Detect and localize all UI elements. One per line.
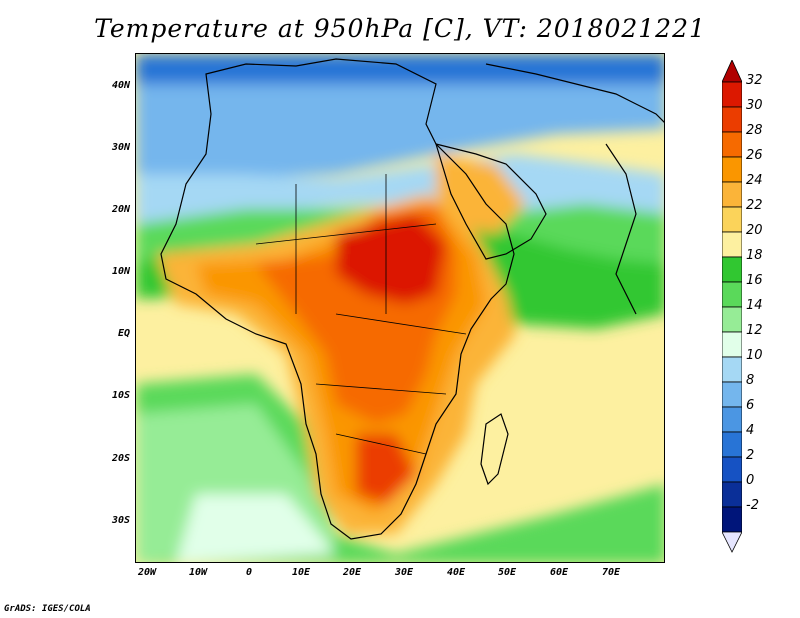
colorbar-label: 22 — [746, 198, 763, 213]
colorbar-label: 10 — [746, 348, 763, 363]
colorbar-label: 0 — [746, 473, 755, 488]
colorbar-swatch — [721, 181, 743, 208]
colorbar-label: -2 — [746, 498, 759, 513]
colorbar-swatch — [721, 331, 743, 358]
colorbar-label: 18 — [746, 248, 763, 263]
lon-label: 40E — [446, 567, 466, 578]
lon-label: 10E — [291, 567, 311, 578]
lat-label: 20N — [111, 204, 130, 215]
colorbar-label: 30 — [746, 98, 763, 113]
country-borders — [255, 174, 467, 455]
colorbar-swatch — [721, 506, 743, 533]
south-pale — [176, 494, 336, 562]
colorbar-swatch — [721, 306, 743, 333]
colorbar-swatch — [721, 456, 743, 483]
colorbar-min-arrow — [721, 531, 743, 553]
colorbar-swatch — [721, 131, 743, 158]
arabia-warm — [436, 154, 526, 234]
colorbar-swatch — [721, 481, 743, 508]
colorbar-swatches — [721, 59, 743, 553]
lon-label: 70E — [601, 567, 621, 578]
lon-label: 20W — [137, 567, 157, 578]
lat-label: EQ — [117, 328, 130, 339]
lat-label: 30S — [111, 515, 130, 526]
lat-label: 30N — [111, 142, 130, 153]
grads-credit: GrADS: IGES/COLA — [4, 604, 91, 614]
hottest-core — [336, 214, 446, 304]
arabia-outline — [435, 143, 547, 260]
asia-coast — [485, 63, 664, 123]
colorbar — [721, 59, 743, 564]
colorbar-swatch — [721, 206, 743, 233]
lon-label: 30E — [394, 567, 414, 578]
map-canvas — [136, 54, 664, 562]
colorbar-label: 16 — [746, 273, 763, 288]
lat-label: 40N — [111, 80, 130, 91]
lon-label: 50E — [497, 567, 517, 578]
colorbar-swatch — [721, 231, 743, 258]
colorbar-label: 32 — [746, 73, 763, 88]
colorbar-swatch — [721, 356, 743, 383]
temperature-map — [135, 53, 665, 563]
colorbar-swatch — [721, 156, 743, 183]
colorbar-swatch — [721, 106, 743, 133]
colorbar-label: 4 — [746, 423, 755, 438]
lat-label: 10S — [111, 390, 130, 401]
map-title: Temperature at 950hPa [C], VT: 201802122… — [94, 14, 706, 43]
colorbar-label: 20 — [746, 223, 763, 238]
cool-band — [136, 84, 664, 189]
colorbar-swatch — [721, 406, 743, 433]
colorbar-swatch — [721, 431, 743, 458]
south-hot — [356, 434, 416, 504]
lon-label: 20E — [342, 567, 362, 578]
africa-outline — [160, 58, 515, 540]
lat-label: 10N — [111, 266, 130, 277]
colorbar-label: 12 — [746, 323, 763, 338]
colorbar-swatch — [721, 381, 743, 408]
colorbar-label: 26 — [746, 148, 763, 163]
madagascar-outline — [480, 413, 509, 486]
colorbar-label: 2 — [746, 448, 755, 463]
lat-label: 20S — [111, 453, 130, 464]
cool-band-2 — [136, 154, 664, 244]
coastlines — [160, 58, 664, 540]
lon-label: 60E — [549, 567, 569, 578]
colorbar-max-arrow — [721, 59, 743, 83]
colorbar-swatch — [721, 256, 743, 283]
lon-label: 0 — [245, 567, 253, 578]
colorbar-swatch — [721, 281, 743, 308]
colorbar-label: 8 — [746, 373, 755, 388]
colorbar-label: 28 — [746, 123, 763, 138]
lon-label: 10W — [188, 567, 208, 578]
colorbar-label: 6 — [746, 398, 755, 413]
india-coast — [605, 143, 637, 315]
colorbar-swatch — [721, 81, 743, 108]
colorbar-label: 24 — [746, 173, 763, 188]
colorbar-label: 14 — [746, 298, 763, 313]
